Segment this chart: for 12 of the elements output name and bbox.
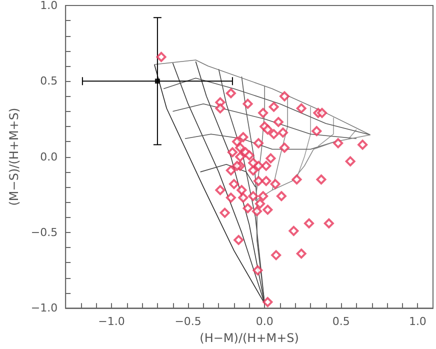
x-tick-label: 0.5 bbox=[332, 315, 350, 328]
y-tick-label: −1.0 bbox=[30, 302, 58, 315]
x-tick-label: 1.0 bbox=[408, 315, 426, 328]
x-tick-label: −0.5 bbox=[174, 315, 202, 328]
y-tick-label: 1.0 bbox=[40, 0, 58, 12]
y-tick-label: 0.5 bbox=[40, 74, 58, 88]
x-axis-title: (H−M)/(H+M+S) bbox=[200, 331, 299, 345]
y-tick-label: −0.5 bbox=[30, 226, 58, 239]
x-tick-label: −1.0 bbox=[98, 315, 125, 328]
x-tick-label: 0.0 bbox=[256, 315, 274, 328]
y-axis-title: (M−S)/(H+M+S) bbox=[7, 108, 21, 206]
y-tick-label: 0.0 bbox=[40, 150, 58, 164]
